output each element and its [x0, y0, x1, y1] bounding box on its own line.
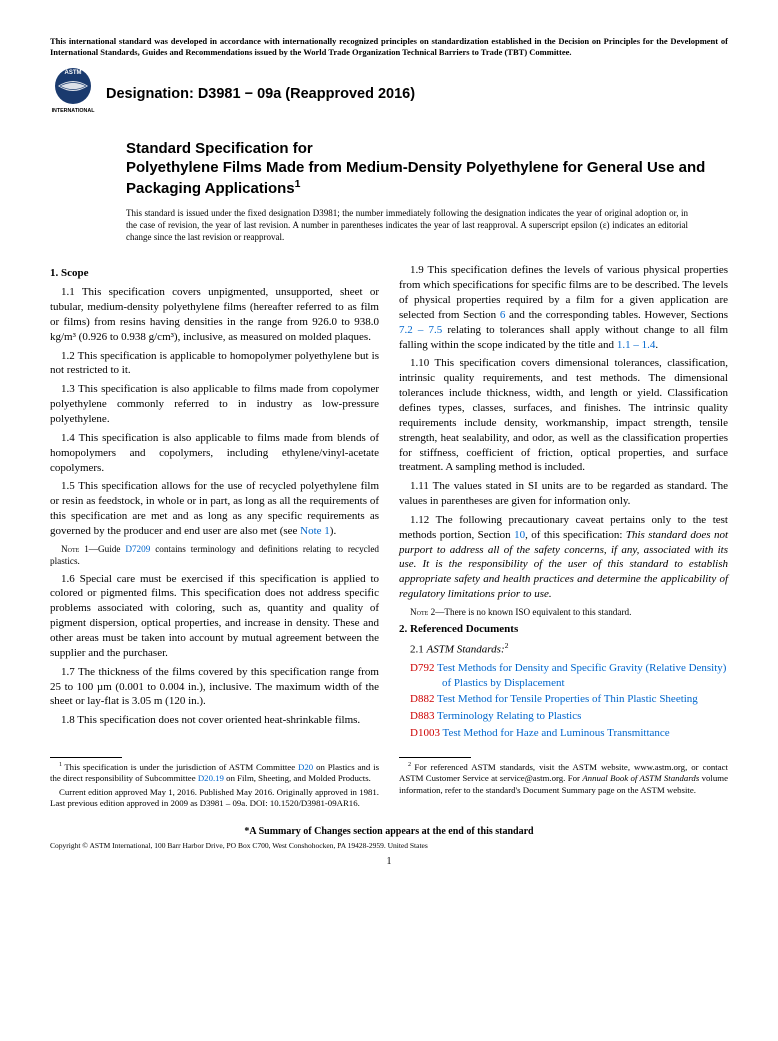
top-notice: This international standard was develope…: [50, 36, 728, 58]
title-superscript: 1: [295, 178, 301, 190]
fn1-link1[interactable]: D20: [298, 762, 313, 772]
fn1-a: This specification is under the jurisdic…: [64, 762, 298, 772]
title-main: Polyethylene Films Made from Medium-Dens…: [126, 159, 728, 199]
title-main-text: Polyethylene Films Made from Medium-Dens…: [126, 159, 705, 197]
para-1-6: 1.6 Special care must be exercised if th…: [50, 572, 379, 661]
ref-d1003: D1003 Test Method for Haze and Luminous …: [399, 726, 728, 741]
ref-d883: D883 Terminology Relating to Plastics: [399, 709, 728, 724]
section10-crossref[interactable]: 10: [514, 529, 525, 541]
refdocs-heading: 2. Referenced Documents: [399, 622, 728, 637]
footnote-rule-2: [399, 757, 471, 758]
svg-text:INTERNATIONAL: INTERNATIONAL: [52, 108, 96, 114]
copyright-line: Copyright © ASTM International, 100 Barr…: [50, 841, 728, 850]
ref-d792-title[interactable]: Test Methods for Density and Specific Gr…: [437, 662, 726, 689]
ref-d792: D792 Test Methods for Density and Specif…: [399, 661, 728, 691]
note2-label: Note 2—: [410, 607, 444, 617]
ref-d882: D882 Test Method for Tensile Properties …: [399, 692, 728, 707]
fn1-c: on Film, Sheeting, and Molded Products.: [224, 773, 371, 783]
note2-text: There is no known ISO equivalent to this…: [444, 607, 631, 617]
para-1-7: 1.7 The thickness of the films covered b…: [50, 665, 379, 710]
para-1-12-b: , of this specification:: [525, 529, 626, 541]
title-block: Standard Specification for Polyethylene …: [126, 140, 728, 198]
para-1-2: 1.2 This specification is applicable to …: [50, 349, 379, 379]
footnote-rule-1: [50, 757, 122, 758]
note-2: Note 2—There is no known ISO equivalent …: [399, 606, 728, 618]
note-1: Note 1—Guide D7209 contains terminology …: [50, 543, 379, 568]
para-1-4: 1.4 This specification is also applicabl…: [50, 431, 379, 476]
note1-crossref[interactable]: Note 1: [300, 525, 330, 537]
p2-1-lead: 2.1: [410, 644, 427, 656]
footnotes: 1 This specification is under the jurisd…: [50, 747, 728, 812]
para-1-1: 1.1 This specification covers unpigmente…: [50, 285, 379, 344]
ref-d882-title[interactable]: Test Method for Tensile Properties of Th…: [437, 693, 698, 705]
summary-of-changes-line: *A Summary of Changes section appears at…: [50, 826, 728, 837]
ref-d1003-title[interactable]: Test Method for Haze and Luminous Transm…: [443, 727, 670, 739]
para-1-9-d: .: [655, 339, 658, 351]
para-1-8: 1.8 This specification does not cover or…: [50, 713, 379, 728]
fn2-italic: Annual Book of ASTM Standards: [582, 773, 699, 783]
para-1-3: 1.3 This specification is also applicabl…: [50, 382, 379, 427]
p2-1-label: ASTM Standards:: [427, 644, 505, 656]
page-container: This international standard was develope…: [0, 0, 778, 887]
fn1-link2[interactable]: D20.19: [198, 773, 224, 783]
para-1-9: 1.9 This specification defines the level…: [399, 263, 728, 352]
footnote-1-p2: Current edition approved May 1, 2016. Pu…: [50, 787, 379, 810]
body-columns: 1. Scope 1.1 This specification covers u…: [50, 263, 728, 743]
para-1-11: 1.11 The values stated in SI units are t…: [399, 479, 728, 509]
scope-heading: 1. Scope: [50, 266, 379, 281]
svg-text:ASTM: ASTM: [65, 70, 82, 76]
ref-d1003-code[interactable]: D1003: [410, 727, 440, 739]
note1-label: Note 1—: [61, 544, 98, 554]
ref-d883-code[interactable]: D883: [410, 710, 434, 722]
footnote-2: 2 For referenced ASTM standards, visit t…: [399, 761, 728, 796]
para-1-12: 1.12 The following precautionary caveat …: [399, 513, 728, 602]
header-row: INTERNATIONAL ASTM Designation: D3981 − …: [50, 66, 728, 118]
footnote-col2: 2 For referenced ASTM standards, visit t…: [399, 757, 728, 796]
astm-logo: INTERNATIONAL ASTM: [50, 66, 96, 118]
astm-standards-subheading: 2.1 ASTM Standards:2: [399, 641, 728, 658]
para-1-5: 1.5 This specification allows for the us…: [50, 479, 379, 538]
footnote-1: 1 This specification is under the jurisd…: [50, 761, 379, 785]
ref-d882-code[interactable]: D882: [410, 693, 434, 705]
p2-1-sup: 2: [505, 641, 509, 650]
sections-72-75-crossref[interactable]: 7.2 – 7.5: [399, 324, 442, 336]
para-1-9-c: relating to tolerances shall apply witho…: [399, 324, 728, 351]
issued-note: This standard is issued under the fixed …: [126, 208, 688, 243]
note1-link[interactable]: D7209: [125, 544, 150, 554]
ref-d883-title[interactable]: Terminology Relating to Plastics: [437, 710, 581, 722]
page-number: 1: [50, 856, 728, 867]
footnote-col1: 1 This specification is under the jurisd…: [50, 757, 379, 810]
sections-11-14-crossref[interactable]: 1.1 – 1.4: [617, 339, 656, 351]
designation-label: Designation: D3981 − 09a (Reapproved 201…: [106, 82, 415, 102]
para-1-9-b: and the corresponding tables. However, S…: [505, 309, 728, 321]
para-1-5-b: ).: [330, 525, 336, 537]
ref-d792-code[interactable]: D792: [410, 662, 434, 674]
note1-a: Guide: [98, 544, 125, 554]
para-1-10: 1.10 This specification covers dimension…: [399, 356, 728, 475]
title-kicker: Standard Specification for: [126, 140, 728, 159]
